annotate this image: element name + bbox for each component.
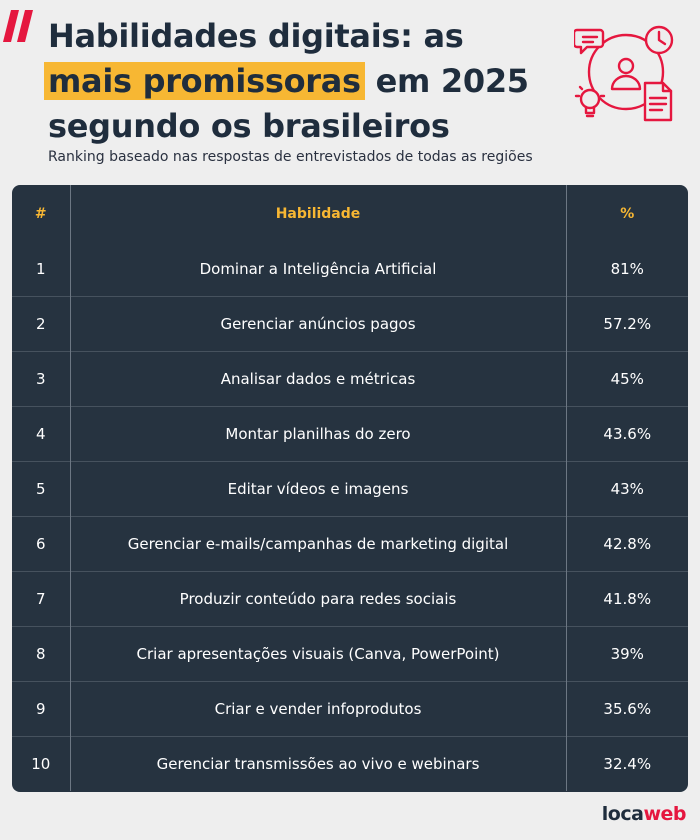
cell-rank: 2 [12, 296, 70, 352]
title-line-2: mais promissoras em 2025 [44, 59, 568, 104]
cell-skill: Produzir conteúdo para redes sociais [69, 571, 566, 627]
chat-bubble-icon [574, 28, 605, 55]
cell-rank: 3 [12, 351, 70, 407]
table-row: 1 Dominar a Inteligência Artificial 81% [12, 242, 688, 297]
cell-percent: 45% [565, 351, 688, 407]
cell-rank: 6 [12, 516, 70, 572]
cell-skill: Gerenciar transmissões ao vivo e webinar… [69, 736, 566, 791]
table-body: 1 Dominar a Inteligência Artificial 81% 2 Ge… [12, 242, 688, 791]
decorative-slashes-icon [3, 10, 33, 42]
title-highlight: mais promissoras [44, 62, 365, 100]
cell-rank: 1 [35, 260, 46, 278]
table-row: 4 Montar planilhas do zero 43.6% [12, 406, 688, 462]
cell-percent: 35.6% [565, 681, 688, 737]
page-title: Habilidades digitais: as mais promissora… [44, 14, 568, 149]
column-header-percent: % [565, 185, 688, 242]
user-icon [610, 57, 642, 91]
cell-skill: Criar e vender infoprodutos [69, 681, 566, 737]
network-illustration [574, 25, 674, 122]
table-row: 3 Analisar dados e métricas 45% [12, 351, 688, 407]
brand-text-loca: loca [601, 803, 644, 825]
cell-percent: 81% [565, 242, 688, 297]
table-row: 2 Gerenciar anúncios pagos 57.2% [12, 296, 688, 352]
cell-rank: 10 [12, 736, 70, 791]
cell-rank: 8 [12, 626, 70, 682]
cell-percent: 41.8% [565, 571, 688, 627]
table-row: 9 Criar e vender infoprodutos 35.6% [12, 681, 688, 737]
ranking-table: # Habilidade % 1 Dominar a Inteligência A… [12, 185, 688, 791]
subtitle: Ranking baseado nas respostas de entrevi… [48, 149, 533, 165]
cell-rank: 9 [12, 681, 70, 737]
cell-rank: 5 [12, 461, 70, 517]
column-header-rank: # [34, 205, 47, 222]
cell-skill: Dominar a Inteligência Artificial [69, 242, 566, 297]
cell-skill: Analisar dados e métricas [69, 351, 566, 407]
cell-skill: Editar vídeos e imagens [69, 461, 566, 517]
cell-percent: 43.6% [565, 406, 688, 462]
table-row: 10 Gerenciar transmissões ao vivo e webin… [12, 736, 688, 791]
cell-percent: 39% [565, 626, 688, 682]
table-header-row: # Habilidade % [12, 185, 688, 242]
title-line-3: segundo os brasileiros [48, 107, 450, 145]
cell-rank: 4 [12, 406, 70, 462]
cell-skill: Gerenciar anúncios pagos [69, 296, 566, 352]
cell-skill: Gerenciar e-mails/campanhas de marketing… [69, 516, 566, 572]
brand-text-web: web [643, 803, 686, 825]
table-row: 6 Gerenciar e-mails/campanhas de marketin… [12, 516, 688, 572]
title-line-2-rest: em 2025 [364, 62, 529, 100]
cell-percent: 43% [565, 461, 688, 517]
document-icon [643, 81, 673, 122]
cell-rank: 7 [12, 571, 70, 627]
cell-percent: 32.4% [565, 736, 688, 791]
table-row: 5 Editar vídeos e imagens 43% [12, 461, 688, 517]
cell-percent: 42.8% [565, 516, 688, 572]
locaweb-logo: locaweb [601, 803, 687, 825]
table-row: 8 Criar apresentações visuais (Canva, Pow… [12, 626, 688, 682]
title-line-1: Habilidades digitais: as [48, 17, 464, 55]
clock-icon [644, 25, 674, 55]
ranking-table-card: # Habilidade % 1 Dominar a Inteligência A… [12, 185, 688, 792]
table-row: 7 Produzir conteúdo para redes sociais 41.… [12, 571, 688, 627]
column-header-skill: Habilidade [69, 185, 566, 242]
lightbulb-icon [574, 85, 606, 118]
cell-skill: Montar planilhas do zero [69, 406, 566, 462]
cell-percent: 57.2% [565, 296, 688, 352]
cell-skill: Criar apresentações visuais (Canva, Powe… [69, 626, 566, 682]
